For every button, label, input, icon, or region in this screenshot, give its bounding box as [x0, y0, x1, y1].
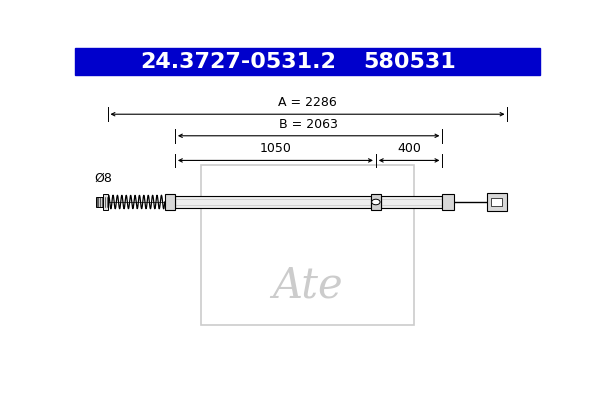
Bar [96, 197, 107, 207]
Bar [371, 194, 380, 210]
Text: Ate: Ate [272, 264, 343, 306]
Text: 400: 400 [397, 142, 421, 156]
Bar [491, 198, 502, 206]
Bar [175, 196, 371, 208]
Bar [75, 48, 540, 75]
Circle shape [371, 199, 380, 205]
Bar [487, 193, 508, 211]
Bar [103, 194, 107, 210]
Bar [442, 194, 454, 210]
Text: 24.3727-0531.2: 24.3727-0531.2 [140, 52, 335, 72]
Text: 1050: 1050 [259, 142, 292, 156]
Text: Ø8: Ø8 [94, 172, 112, 185]
Bar [200, 165, 415, 325]
Text: A = 2286: A = 2286 [278, 96, 337, 109]
Text: B = 2063: B = 2063 [279, 118, 338, 131]
Bar [165, 194, 175, 210]
Bar [380, 196, 442, 208]
Text: 580531: 580531 [364, 52, 456, 72]
